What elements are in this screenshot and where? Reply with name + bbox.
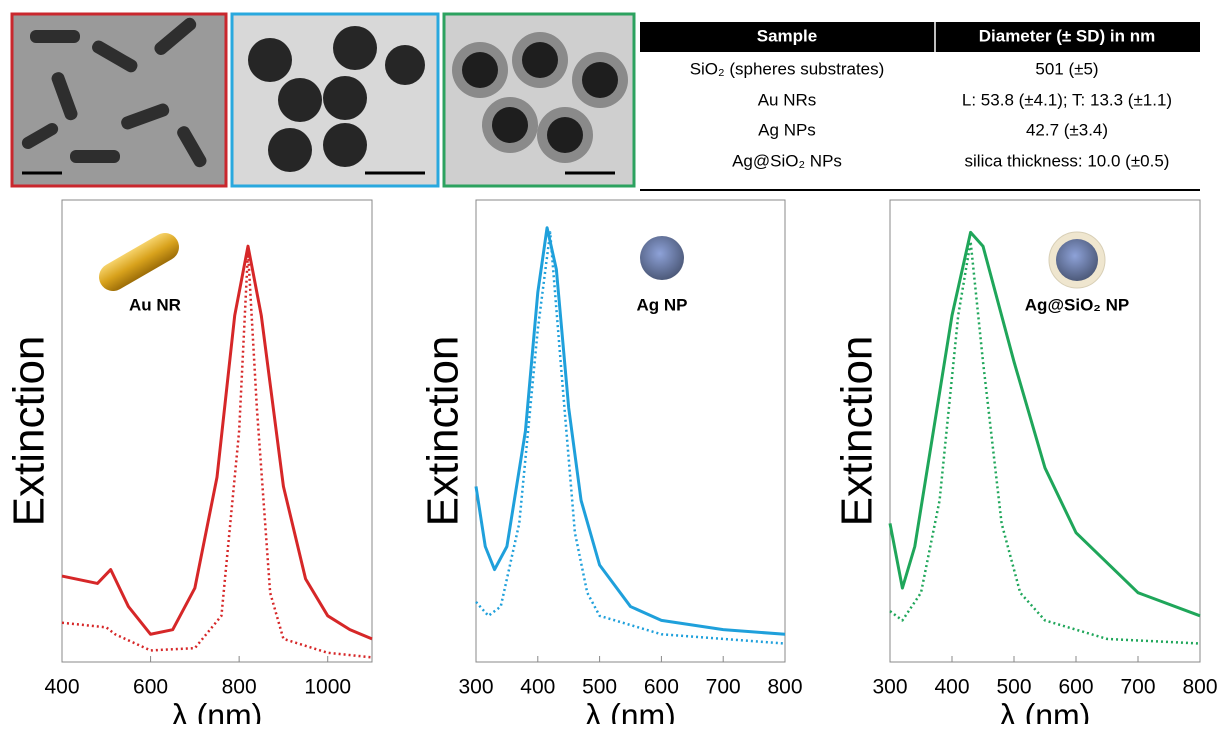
plot-frame xyxy=(61,199,373,663)
table-cell: 42.7 (±3.4) xyxy=(1026,120,1108,139)
x-tick-label: 800 xyxy=(1182,676,1217,699)
x-tick-label: 600 xyxy=(644,676,679,699)
x-tick-label: 1000 xyxy=(304,676,351,699)
y-axis-label: Extinction xyxy=(833,336,882,527)
header-cell: Diameter (± SD) in nm xyxy=(979,26,1156,45)
y-axis-label: Extinction xyxy=(5,336,54,527)
core-shell xyxy=(452,32,628,163)
x-tick-label: 600 xyxy=(133,676,168,699)
x-axis-label: λ (nm) xyxy=(1000,697,1091,724)
table-cell: Ag@SiO₂ NPs xyxy=(732,151,842,170)
x-tick-label: 400 xyxy=(520,676,555,699)
x-tick-label: 800 xyxy=(222,676,257,699)
series-line xyxy=(475,231,786,645)
table-cell: 501 (±5) xyxy=(1035,59,1098,78)
x-axis-label: λ (nm) xyxy=(585,697,676,724)
x-axis-label: λ (nm) xyxy=(172,697,263,724)
table-cell: Au NRs xyxy=(758,90,817,109)
table-cell: SiO₂ (spheres substrates) xyxy=(690,59,885,78)
table-header xyxy=(640,22,1200,52)
plot-frame xyxy=(889,199,1201,663)
y-axis-label: Extinction xyxy=(419,336,468,527)
series-line xyxy=(888,230,1201,618)
series-line xyxy=(61,244,373,641)
x-tick-label: 300 xyxy=(872,676,907,699)
table-cell: silica thickness: 10.0 (±0.5) xyxy=(965,151,1170,170)
x-tick-label: 700 xyxy=(1120,676,1155,699)
series-line xyxy=(61,249,373,659)
table-cell: Ag NPs xyxy=(758,120,816,139)
x-tick-label: 400 xyxy=(44,676,79,699)
x-tick-label: 500 xyxy=(582,676,617,699)
annotation: Au NR xyxy=(129,295,181,314)
annotation: Ag@SiO₂ NP xyxy=(1025,295,1129,314)
series-line xyxy=(474,226,786,636)
x-tick-label: 800 xyxy=(767,676,802,699)
x-tick-label: 400 xyxy=(934,676,969,699)
plot-frame xyxy=(475,199,786,663)
annotation: Ag NP xyxy=(637,295,688,314)
spheres xyxy=(248,26,425,172)
table-cell: L: 53.8 (±4.1); T: 13.3 (±1.1) xyxy=(962,90,1172,109)
table: Sample Diameter (± SD) in nm SiO₂ (spher… xyxy=(640,22,1200,191)
x-tick-label: 600 xyxy=(1058,676,1093,699)
tem-images xyxy=(10,12,636,188)
x-tick-label: 500 xyxy=(996,676,1031,699)
rods xyxy=(21,17,207,168)
x-tick-label: 300 xyxy=(458,676,493,699)
header-cell: Sample xyxy=(757,26,817,45)
icons xyxy=(99,231,1106,291)
x-tick-label: 700 xyxy=(706,676,741,699)
